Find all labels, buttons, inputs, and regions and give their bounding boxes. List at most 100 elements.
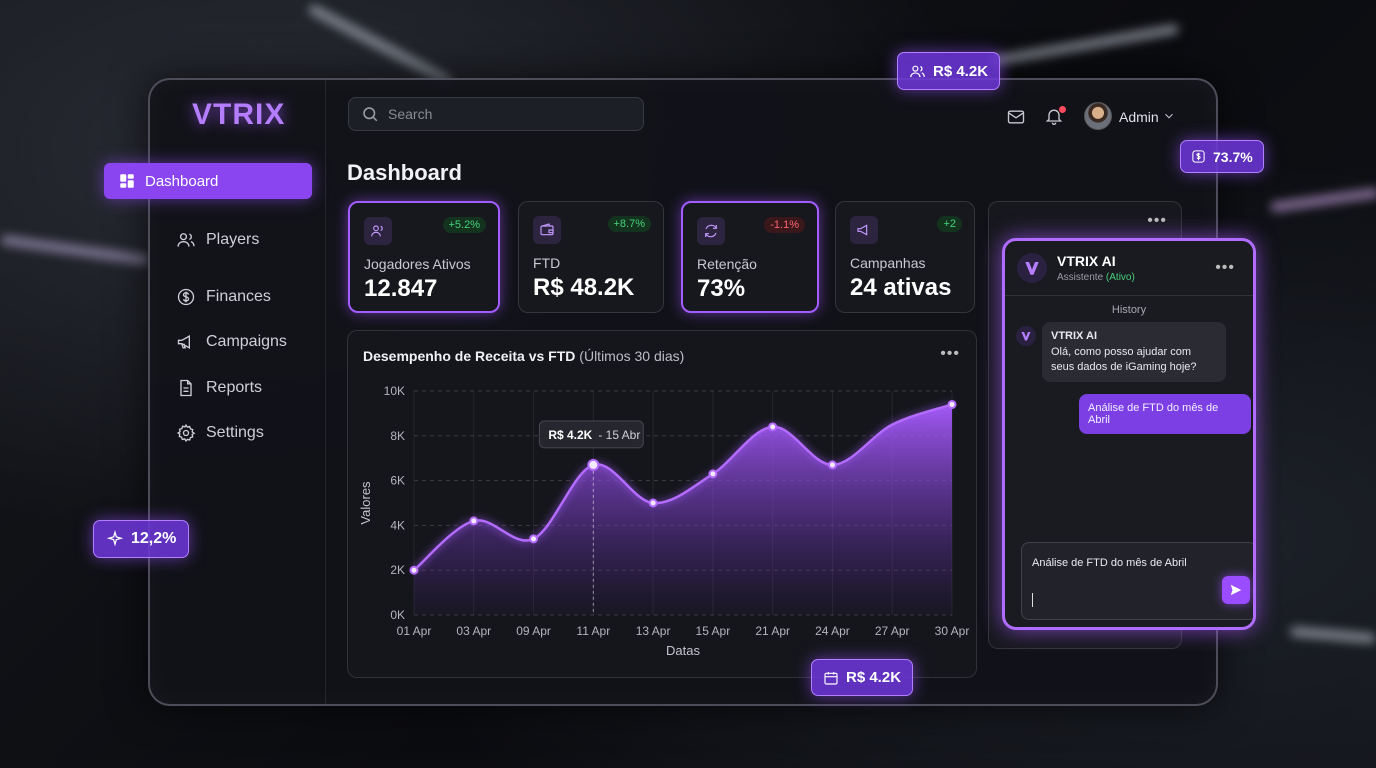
sidebar-item-finances[interactable]: Finances: [176, 287, 271, 307]
page-title: Dashboard: [347, 160, 462, 185]
chevron-down-icon: [1165, 113, 1173, 119]
assistant-status-active: (Ativo): [1105, 272, 1135, 283]
x-tick-label: 30 Apr: [935, 624, 970, 638]
stat-label: Campanhas: [850, 255, 926, 271]
stat-label: Jogadores Ativos: [364, 256, 471, 272]
stat-card-retention[interactable]: -1.1% Retenção 73%: [681, 201, 819, 313]
mail-button[interactable]: [1006, 107, 1028, 129]
search-box: [348, 97, 644, 131]
currency-icon: [1192, 150, 1205, 163]
y-axis-label: Valores: [358, 481, 373, 525]
y-tick-label: 2K: [390, 563, 405, 577]
send-icon: [1230, 584, 1242, 596]
ai-message: VTRIX AI Olá, como posso ajudar com seus…: [1042, 322, 1226, 382]
chat-input-text[interactable]: Análise de FTD do mês de Abril: [1032, 557, 1187, 569]
document-icon: [180, 379, 192, 397]
data-point: [587, 458, 600, 471]
wallet-icon: [533, 216, 561, 244]
sidebar-item-players[interactable]: Players: [176, 230, 259, 250]
assistant-status-prefix: Assistente: [1057, 272, 1104, 283]
vtrix-logo: VTRIX: [192, 98, 286, 131]
chat-input-box[interactable]: Análise de FTD do mês de Abril: [1021, 542, 1253, 620]
assistant-header: VTRIX AI Assistente (Ativo) •••: [1005, 241, 1253, 296]
y-tick-label: 0K: [390, 608, 405, 622]
sidebar-item-settings[interactable]: Settings: [176, 423, 264, 443]
gear-icon: [176, 423, 196, 443]
stat-card-active-players[interactable]: +5.2% Jogadores Ativos 12.847: [348, 201, 500, 313]
history-label[interactable]: History: [1111, 304, 1147, 316]
stat-card-ftd[interactable]: +8.7% FTD R$ 48.2K: [518, 201, 664, 313]
tooltip-date: - 15 Abr: [598, 428, 640, 442]
ai-sender: VTRIX AI: [1051, 330, 1098, 342]
data-point: [947, 399, 957, 409]
x-tick-label: 01 Apr: [397, 624, 432, 638]
stat-value: 73%: [697, 275, 746, 302]
x-tick-label: 21 Apr: [755, 624, 790, 638]
pill-value: R$ 4.2K: [933, 62, 989, 80]
growth-value-pill: 12,2%: [93, 520, 190, 558]
sidebar: VTRIX Players Finances Campaigns Reports…: [150, 80, 326, 704]
stat-value: 24 ativas: [850, 274, 952, 301]
assistant-name: VTRIX AI: [1057, 253, 1116, 269]
assistant-status: Assistente (Ativo): [1057, 272, 1135, 283]
chart-title: Desempenho de Receita vs FTD (Últimos 30…: [363, 348, 684, 364]
text-cursor: [1032, 593, 1033, 607]
y-tick-label: 6K: [390, 474, 405, 488]
data-point: [469, 516, 479, 526]
tooltip-box: [538, 420, 644, 449]
dashboard-icon: [120, 174, 134, 188]
mail-icon: [1007, 110, 1025, 124]
chart-title-period: (Últimos 30 dias): [579, 348, 685, 364]
delta-badge: +5.2%: [442, 217, 486, 233]
x-tick-label: 13 Apr: [636, 624, 671, 638]
user-menu-toggle[interactable]: [1162, 109, 1176, 123]
users-icon: [910, 65, 925, 77]
sidebar-item-reports[interactable]: Reports: [176, 378, 262, 398]
notifications-button[interactable]: [1044, 106, 1066, 128]
stat-card-campaigns[interactable]: +2 Campanhas 24 ativas: [835, 201, 975, 313]
data-point: [708, 469, 718, 479]
x-tick-label: 15 Apr: [696, 624, 731, 638]
pill-value: 73.7%: [1213, 148, 1253, 165]
search-input[interactable]: [388, 106, 628, 122]
data-point: [648, 498, 658, 508]
sidebar-item-label: Reports: [206, 379, 263, 396]
pill-value: 12,2%: [131, 530, 177, 547]
delta-badge: -1.1%: [764, 217, 805, 233]
data-point: [409, 565, 419, 575]
megaphone-icon: [850, 216, 878, 244]
sparkle-icon: [106, 530, 124, 547]
vtrix-logo-icon: [1017, 253, 1047, 283]
chart-options-icon[interactable]: •••: [940, 345, 960, 362]
refresh-icon: [697, 217, 725, 245]
sidebar-item-dashboard[interactable]: Dashboard: [104, 163, 312, 199]
user-message: Análise de FTD do mês de Abril: [1079, 394, 1251, 434]
ai-avatar-icon: [1016, 326, 1036, 346]
more-options-icon[interactable]: •••: [1147, 212, 1167, 229]
stat-value: 12.847: [364, 275, 438, 302]
user-name[interactable]: Admin: [1119, 109, 1159, 125]
sidebar-item-campaigns[interactable]: Campaigns: [176, 332, 287, 352]
background-light-streak: [990, 23, 1180, 67]
background-light-streak: [0, 234, 150, 266]
delta-badge: +8.7%: [607, 216, 651, 232]
calendar-icon: [824, 671, 838, 685]
stat-value: R$ 48.2K: [533, 274, 635, 301]
data-point: [827, 460, 837, 470]
background-light-streak: [1269, 187, 1376, 213]
avatar[interactable]: [1084, 102, 1112, 130]
ai-message-text: Olá, como posso ajudar com seus dados de…: [1051, 346, 1197, 373]
y-tick-label: 8K: [390, 429, 405, 443]
revenue-area-chart: 0K 2K 4K 6K 8K 10K 01 Apr 03 Apr 09 Apr 11 Apr 13 …: [358, 384, 970, 658]
sidebar-item-label: Settings: [206, 424, 264, 441]
bell-icon: [1045, 109, 1063, 125]
send-button[interactable]: [1222, 576, 1250, 604]
x-axis-label: Datas: [666, 643, 700, 658]
chart-title-main: Desempenho de Receita vs FTD: [363, 348, 576, 364]
background-light-streak: [1289, 626, 1376, 644]
stat-label: FTD: [533, 255, 561, 271]
rate-value-pill: 73.7%: [1180, 140, 1264, 173]
area-fill: [414, 404, 952, 615]
x-tick-label: 09 Apr: [516, 624, 551, 638]
assistant-options-icon[interactable]: •••: [1215, 259, 1235, 276]
